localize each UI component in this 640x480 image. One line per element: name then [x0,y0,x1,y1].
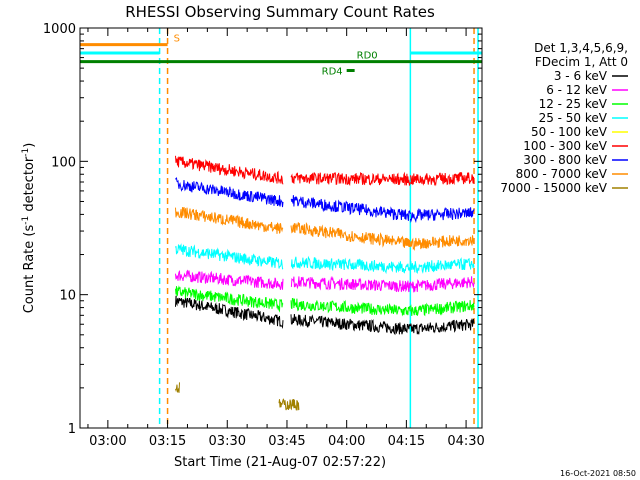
x-tick-label-04-30: 04:30 [447,434,484,449]
x-tick-label-03-30: 03:30 [209,434,246,449]
series-25-50-kev-segment-2 [290,255,411,275]
legend-label-3-6-kev: 3 - 6 keV [554,69,608,83]
series-100-300-kev-segment-3 [409,171,475,187]
x-axis: 03:00 03:15 03:30 03:45 04:00 04:15 04:30 [87,28,485,449]
flag-label-rd4: RD4 [322,67,343,78]
series-300-800-kev-segment-3 [409,207,475,224]
series-800-7000-kev-segment-3 [409,235,475,251]
y-tick-label-1: 1 [68,422,76,437]
x-tick-label-03-00: 03:00 [89,434,126,449]
legend-label-25-50-kev: 25 - 50 keV [539,111,608,125]
series-12-25-kev-segment-1 [175,285,284,313]
series-800-7000-kev-segment-1 [175,206,284,234]
series-100-300-kev-segment-2 [290,171,411,187]
series-3-6-kev-segment-2 [290,313,411,336]
series-300-800-kev-segment-2 [290,195,411,221]
y-axis: 1 10 100 1000 [43,22,482,437]
series-6-12-kev-segment-1 [175,269,284,290]
x-axis-label: Start Time (21-Aug-07 02:57:22) [174,455,386,470]
series-25-50-kev-segment-3 [410,257,475,274]
series-12-25-kev-segment-3 [409,300,475,317]
x-tick-label-04-00: 04:00 [328,434,365,449]
legend-label-7000-15000-kev: 7000 - 15000 keV [500,181,607,195]
legend-header-line-2: FDecim 1, Att 0 [535,55,628,69]
series-300-800-kev-segment-1 [175,177,284,208]
y-axis-label: Count Rate (s-1 detector-1) [21,143,37,314]
legend-label-12-25-kev: 12 - 25 keV [539,97,608,111]
series-3-6-kev-segment-3 [409,318,475,335]
legend-label-800-7000-kev: 800 - 7000 keV [516,167,608,181]
series-800-7000-kev-segment-2 [290,221,411,248]
footer-timestamp: 16-Oct-2021 08:50 [560,469,636,478]
legend-label-300-800-kev: 300 - 800 keV [523,153,607,167]
series-6-12-kev-segment-3 [409,276,475,293]
x-tick-label-03-45: 03:45 [268,434,305,449]
flag-label-rd0: RD0 [357,51,378,62]
data-layer: S RD0 RD4 [80,28,482,428]
plot-frame [79,27,483,429]
y-tick-label-100: 100 [51,155,76,170]
legend-header-line-1: Det 1,3,4,5,6,9, [534,41,628,55]
series-25-50-kev-segment-1 [175,243,284,270]
series-7000-15000-kev-segment-2 [278,398,300,411]
series-100-300-kev-segment-1 [175,155,284,185]
y-tick-label-10: 10 [59,289,76,304]
legend-label-6-12-kev: 6 - 12 keV [546,83,608,97]
flag-label-s: S [174,34,180,45]
x-tick-label-04-15: 04:15 [388,434,425,449]
legend: Det 1,3,4,5,6,9, FDecim 1, Att 0 3 - 6 k… [500,41,628,195]
y-tick-label-1000: 1000 [43,22,76,37]
series-6-12-kev-segment-2 [290,275,411,293]
legend-label-50-100-kev: 50 - 100 keV [531,125,608,139]
chart-title: RHESSI Observing Summary Count Rates [125,3,435,21]
legend-label-100-300-kev: 100 - 300 keV [523,139,607,153]
series-12-25-kev-segment-2 [290,297,411,317]
x-tick-label-03-15: 03:15 [149,434,186,449]
series-7000-15000-kev-segment-1 [175,382,180,393]
series-3-6-kev-segment-1 [175,295,284,330]
